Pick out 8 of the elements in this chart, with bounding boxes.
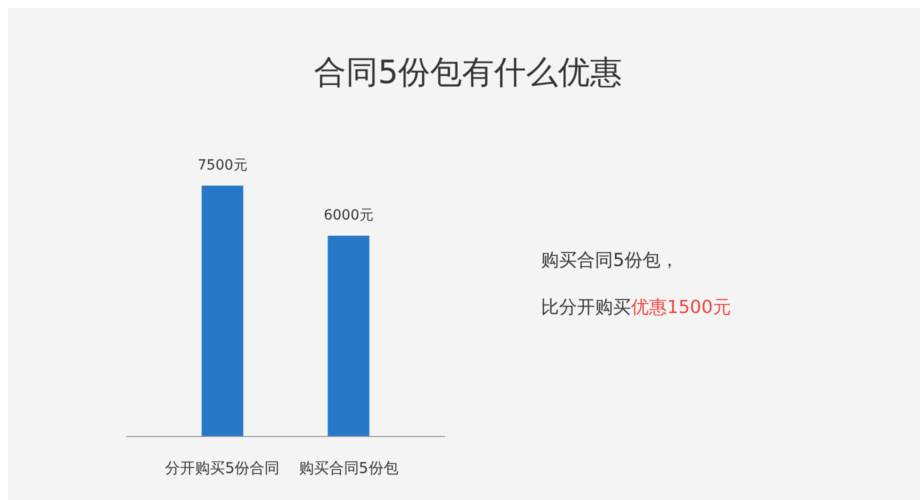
text: 优惠1500元 bbox=[631, 297, 731, 318]
x-tick-label: 购买合同5份包 bbox=[298, 459, 398, 477]
text: 比分开购买 bbox=[541, 297, 631, 318]
chart-title: 合同5份包有什么优惠 bbox=[314, 53, 622, 91]
x-tick-label: 分开购买5份合同 bbox=[165, 459, 280, 477]
data-label: 7500元 bbox=[198, 158, 248, 174]
data-label: 6000元 bbox=[324, 208, 374, 224]
text: 购买合同5份包， bbox=[541, 250, 678, 271]
